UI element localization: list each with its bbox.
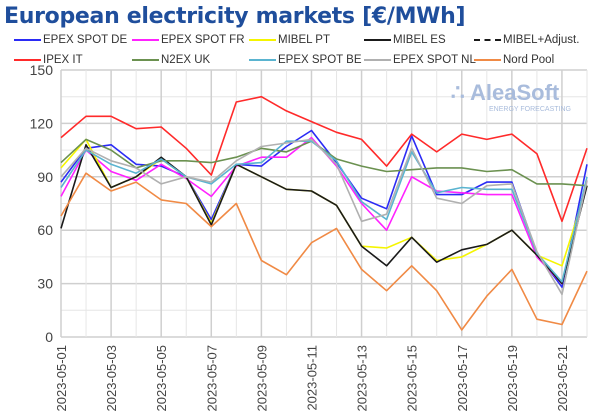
legend-item: EPEX SPOT NL	[364, 54, 476, 66]
legend-item: EPEX SPOT FR	[132, 34, 245, 46]
y-tick-label: 90	[37, 169, 53, 185]
legend-item: N2EX UK	[132, 54, 210, 66]
series-line-nord-pool	[60, 172, 588, 331]
x-tick-label: 2023-05-05	[154, 345, 169, 412]
series-line-epex-spot-de	[60, 129, 588, 289]
legend-swatch	[14, 59, 41, 61]
chart-title: European electricity markets [€/MWh]	[4, 4, 466, 29]
legend-label: EPEX SPOT BE	[278, 54, 362, 66]
watermark-tagline: ENERGY FORECASTING	[489, 106, 571, 113]
watermark-logo: ∴ AleaSoft	[451, 80, 560, 105]
legend-label: EPEX SPOT FR	[161, 34, 245, 46]
x-tick-label: 2023-05-01	[54, 345, 69, 412]
legend-item: IPEX IT	[14, 54, 83, 66]
series-line-ipex-it	[60, 95, 588, 223]
legend-label: MIBEL PT	[278, 34, 330, 46]
series-line-mibel-es	[60, 144, 588, 285]
legend-item: Nord Pool	[474, 54, 554, 66]
x-tick-label: 2023-05-19	[505, 345, 520, 412]
legend-swatch	[364, 39, 391, 41]
y-tick-label: 60	[37, 222, 53, 238]
x-tick-label: 2023-05-21	[555, 345, 570, 412]
series-line-mibel-pt	[60, 138, 588, 267]
y-tick-label: 150	[30, 62, 54, 78]
series-line-epex-spot-fr	[60, 136, 588, 285]
legend-label: MIBEL+Adjust.	[503, 34, 580, 46]
legend-swatch	[474, 39, 501, 41]
legend-swatch	[14, 39, 41, 41]
x-tick-label: 2023-05-07	[204, 345, 219, 412]
series-line-epex-spot-be	[60, 140, 588, 283]
y-tick-label: 120	[30, 115, 54, 131]
legend-swatch	[249, 39, 276, 41]
legend-item: MIBEL ES	[364, 34, 446, 46]
legend-label: Nord Pool	[503, 54, 555, 66]
legend-swatch	[132, 39, 159, 41]
legend-label: MIBEL ES	[393, 34, 446, 46]
x-tick-label: 2023-05-03	[104, 345, 119, 412]
x-tick-label: 2023-05-17	[455, 345, 470, 412]
legend-swatch	[364, 59, 391, 61]
legend-item: MIBEL+Adjust.	[474, 34, 579, 46]
series-line-epex-spot-nl	[60, 138, 588, 296]
legend-swatch	[249, 59, 276, 61]
legend-label: IPEX IT	[43, 54, 83, 66]
y-tick-label: 0	[45, 329, 53, 345]
x-tick-label: 2023-05-15	[405, 345, 420, 412]
legend-swatch	[132, 59, 159, 61]
x-tick-label: 2023-05-13	[355, 345, 370, 412]
legend-label: EPEX SPOT NL	[393, 54, 476, 66]
x-tick-label: 2023-05-09	[254, 345, 269, 412]
legend-item: EPEX SPOT BE	[249, 54, 362, 66]
legend-item: EPEX SPOT DE	[14, 34, 127, 46]
legend-label: EPEX SPOT DE	[43, 34, 128, 46]
y-tick-label: 30	[37, 276, 53, 292]
legend-item: MIBEL PT	[249, 34, 330, 46]
legend-swatch	[474, 59, 501, 61]
legend-label: N2EX UK	[161, 54, 211, 66]
x-tick-label: 2023-05-11	[304, 345, 319, 411]
